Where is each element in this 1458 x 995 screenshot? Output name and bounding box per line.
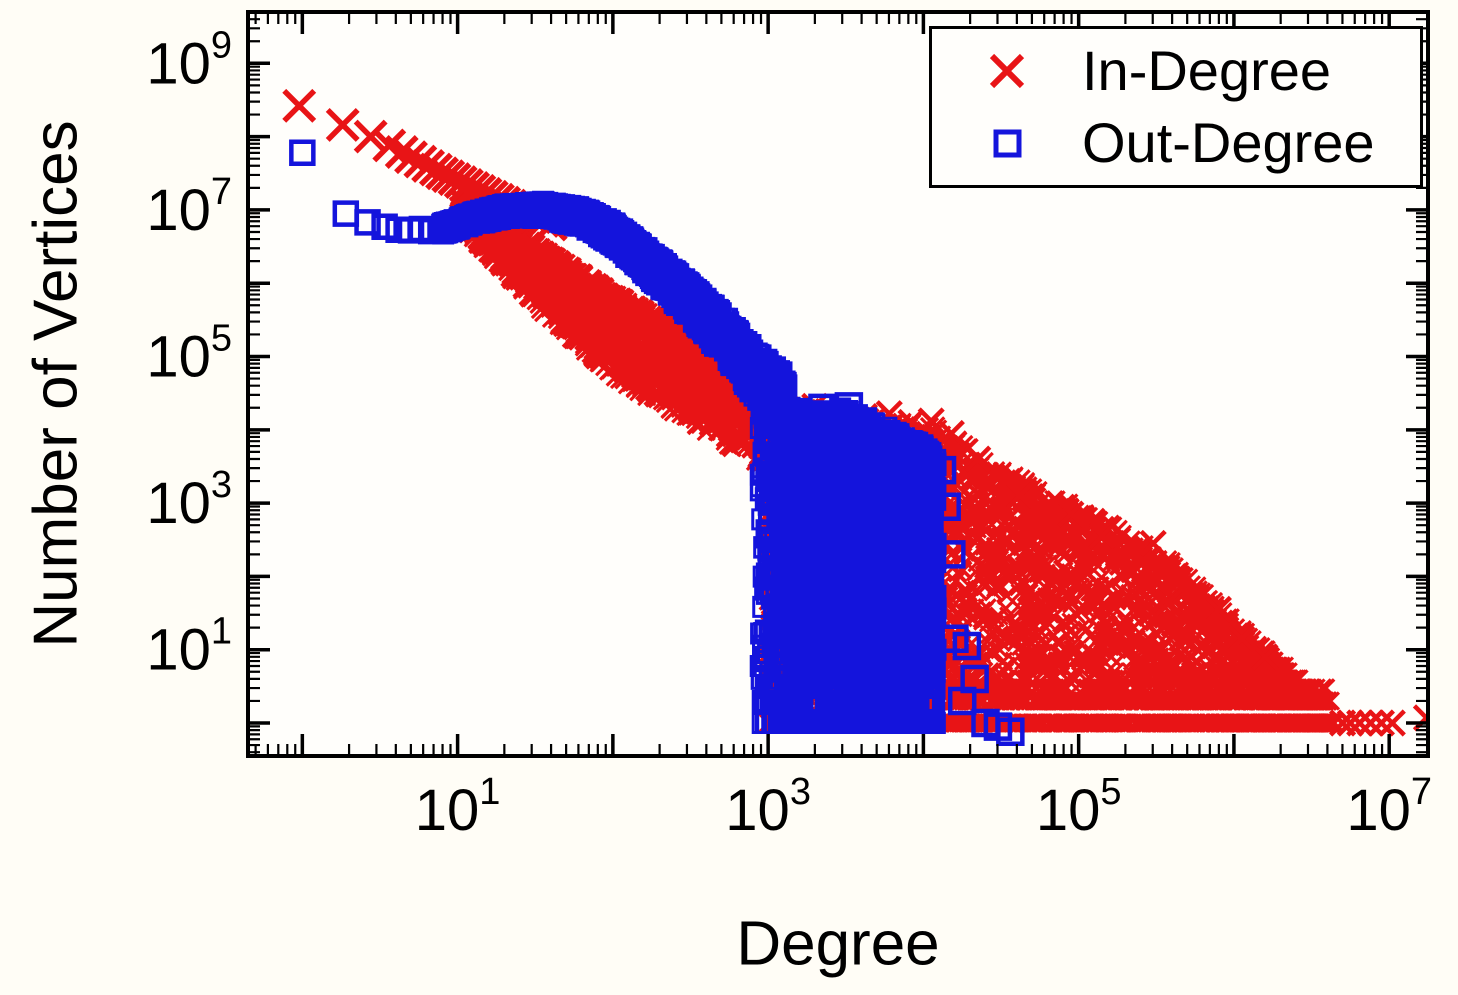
minor-ticks: [248, 10, 1428, 756]
x-tick-label: 103: [725, 771, 811, 843]
square-marker-icon: [932, 120, 1082, 166]
y-tick-label: 101: [146, 611, 232, 683]
legend-item-out-degree: Out-Degree: [932, 108, 1420, 178]
y-tick-label: 103: [146, 464, 232, 536]
x-marker-icon: [932, 48, 1082, 94]
x-tick-label: 107: [1346, 771, 1432, 843]
out-degree-head-points: [289, 139, 596, 245]
y-axis-title: Number of Vertices: [21, 120, 91, 648]
y-tick-label: 105: [146, 318, 232, 390]
out-degree-outlier-points: [784, 392, 1025, 747]
legend-label-out-degree: Out-Degree: [1082, 111, 1375, 174]
major-ticks: [248, 12, 1428, 756]
x-tick-label: 105: [1036, 771, 1122, 843]
y-tick-label: 107: [146, 171, 232, 243]
legend-item-in-degree: In-Degree: [932, 36, 1420, 106]
legend-label-in-degree: In-Degree: [1082, 39, 1332, 102]
series-layer: [282, 88, 1430, 747]
tick-labels: 101 103 105 107 101 103 105 107 109: [146, 24, 1432, 843]
axes: [246, 10, 1430, 758]
x-axis-title: Degree: [736, 909, 940, 979]
legend: In-Degree Out-Degree: [929, 26, 1423, 188]
x-tick-label: 101: [415, 771, 501, 843]
y-tick-label: 109: [146, 24, 232, 96]
